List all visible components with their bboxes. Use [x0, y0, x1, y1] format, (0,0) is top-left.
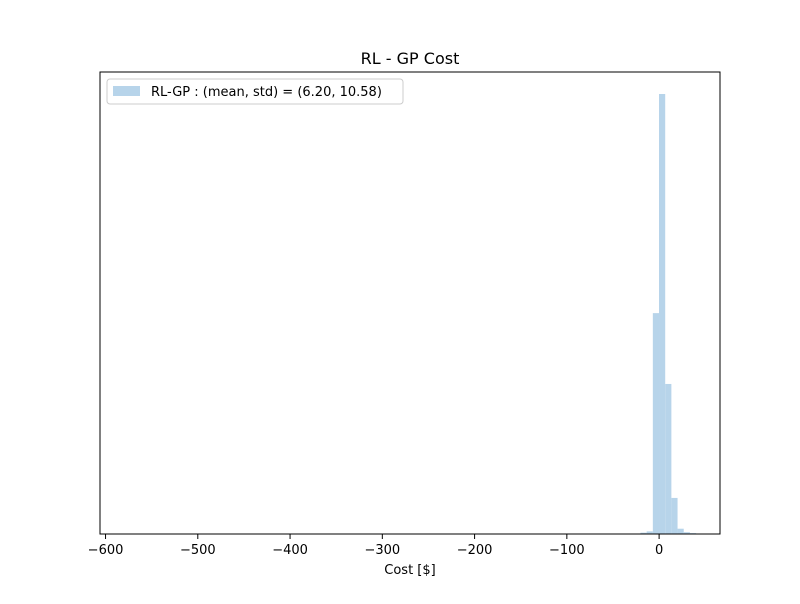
- x-tick-label: −300: [364, 543, 400, 558]
- x-axis-label: Cost [$]: [384, 563, 435, 578]
- histogram-bar: [671, 498, 677, 534]
- x-tick-label: −100: [549, 543, 585, 558]
- x-tick-label: −400: [272, 543, 308, 558]
- bar-group: [106, 94, 697, 534]
- x-tick-label: 0: [655, 543, 663, 558]
- x-axis-ticks: −600 −500 −400 −300 −200 −100 0: [88, 534, 664, 558]
- histogram-bar: [678, 529, 684, 534]
- plot-frame: [100, 72, 720, 534]
- histogram-bar: [659, 94, 665, 534]
- x-tick-label: −200: [457, 543, 493, 558]
- chart-title: RL - GP Cost: [361, 49, 460, 68]
- x-tick-label: −600: [88, 543, 124, 558]
- histogram-bar: [665, 384, 671, 534]
- legend-swatch: [113, 86, 140, 96]
- legend-label: RL-GP : (mean, std) = (6.20, 10.58): [151, 85, 382, 100]
- histogram-bar: [653, 313, 659, 534]
- legend: RL-GP : (mean, std) = (6.20, 10.58): [107, 79, 403, 104]
- x-tick-label: −500: [180, 543, 216, 558]
